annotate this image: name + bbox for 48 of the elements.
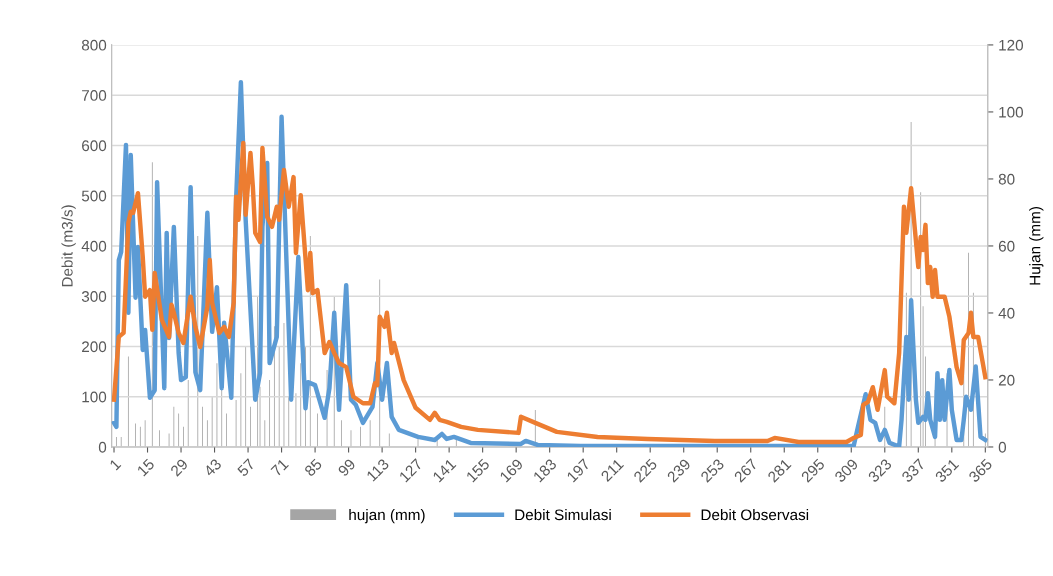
x-tick-label: 85 — [303, 458, 323, 477]
x-tick-label: 239 — [666, 458, 692, 483]
y-tick-label: 100 — [82, 391, 107, 403]
x-tick-label: 127 — [398, 458, 423, 483]
x-tick-label: 225 — [633, 458, 658, 483]
x-tick-label: 323 — [867, 458, 893, 483]
y2-axis-title: Hujan (mm) — [1029, 207, 1044, 285]
x-tick-label: 267 — [733, 458, 759, 483]
x-tick-label: 351 — [934, 458, 960, 483]
legend-label: hujan (mm) — [349, 508, 425, 524]
legend-label: Debit Observasi — [701, 508, 809, 521]
x-tick-label: 169 — [499, 458, 524, 483]
x-tick-label: 337 — [900, 458, 926, 483]
x-tick-label: 211 — [600, 458, 624, 482]
y2-tick-label: 120 — [999, 39, 1024, 51]
y-tick-label: 800 — [81, 39, 107, 51]
x-tick-label: 197 — [566, 458, 591, 483]
y-tick-label: 200 — [82, 341, 107, 353]
x-tick-label: 57 — [236, 458, 256, 477]
y-tick-label: 600 — [82, 140, 107, 152]
x-tick-label: 141 — [432, 458, 457, 483]
y-tick-label: 500 — [81, 190, 107, 202]
x-tick-label: 15 — [136, 458, 156, 477]
x-tick-label: 113 — [365, 458, 390, 482]
x-tick-label: 281 — [767, 458, 792, 483]
y-tick-label: 700 — [82, 90, 107, 101]
x-tick-label: 29 — [169, 458, 189, 477]
y2-tick-label: 20 — [998, 374, 1015, 386]
y2-tick-label: 60 — [998, 240, 1015, 252]
y-tick-label: 300 — [81, 291, 107, 302]
y-axis-title: Debit (m3/s) — [61, 205, 76, 287]
y2-tick-label: 80 — [998, 173, 1015, 185]
x-tick-label: 155 — [465, 458, 491, 483]
y2-tick-label: 100 — [999, 106, 1024, 118]
y-tick-label: 400 — [81, 240, 107, 252]
x-tick-label: 43 — [203, 458, 223, 478]
x-tick-label: 309 — [833, 458, 859, 483]
y2-tick-label: 0 — [998, 441, 1007, 453]
x-tick-label: 365 — [967, 458, 993, 483]
y-tick-label: 0 — [98, 441, 107, 453]
y2-tick-label: 40 — [998, 307, 1015, 319]
x-tick-label: 183 — [532, 458, 558, 483]
x-tick-label: 99 — [337, 458, 357, 477]
x-tick-label: 71 — [270, 458, 289, 477]
x-tick-label: 253 — [700, 458, 725, 483]
legend-label: Debit Simulasi — [515, 508, 611, 521]
x-tick-label: 1 — [109, 458, 122, 471]
x-tick-label: 295 — [800, 458, 826, 483]
